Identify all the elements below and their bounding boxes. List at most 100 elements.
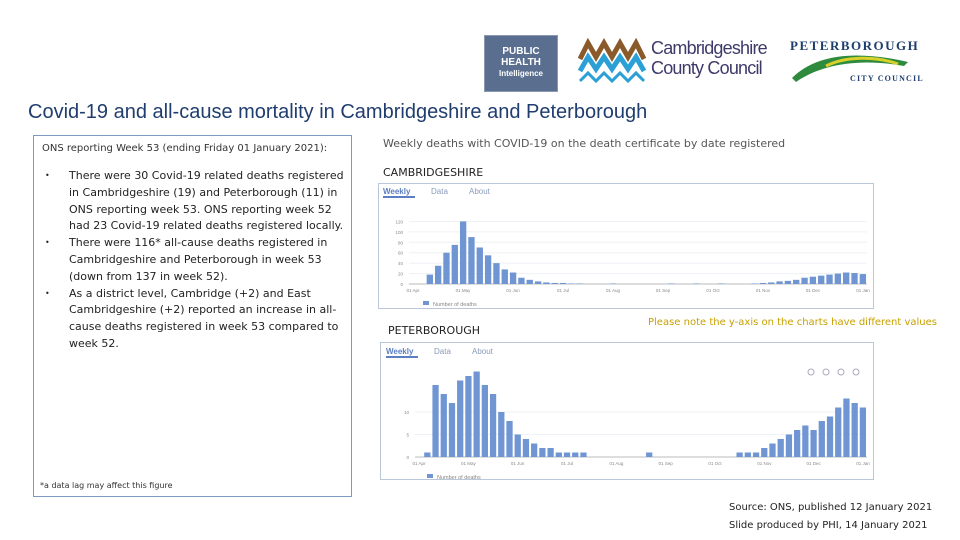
x-tick-label: 01 Jul (561, 461, 573, 466)
bar (818, 421, 825, 457)
x-tick-label: 01 Oct (708, 461, 722, 466)
charts-title: Weekly deaths with COVID-19 on the death… (383, 137, 786, 150)
y-tick-label: 100 (395, 230, 403, 235)
chart-tab-data[interactable]: Data (434, 347, 451, 356)
bar (563, 452, 571, 457)
bar (518, 277, 525, 284)
bar (802, 425, 809, 457)
bar (859, 407, 867, 457)
x-tick-label: 01 Jul (557, 288, 569, 293)
toolbar-pan-icon[interactable] (837, 368, 845, 376)
x-tick-label: 01 Jan (856, 461, 870, 466)
y-tick-label: 60 (398, 251, 404, 256)
legend-swatch (427, 474, 433, 478)
bar (809, 276, 817, 284)
bar (484, 255, 492, 284)
chart-tab-weekly[interactable]: Weekly (383, 187, 411, 196)
y-tick-label: 0 (406, 455, 409, 460)
x-tick-label: 01 Sep (659, 461, 674, 466)
bar (555, 452, 562, 457)
phi-logo-line3: Intelligence (498, 69, 543, 78)
pcc-logo-subtitle: CITY COUNCIL (850, 74, 924, 83)
chart-tab-about[interactable]: About (469, 187, 491, 196)
bar (843, 272, 850, 284)
phi-logo: PUBLIC HEALTH Intelligence (484, 35, 558, 92)
peterborough-label: PETERBOROUGH (388, 324, 481, 337)
bullet-district-level: As a district level, Cambridge (+2) and … (42, 286, 347, 353)
bar (568, 283, 575, 284)
pcc-logo-mark-icon (792, 55, 908, 82)
x-tick-label: 01 Aug (609, 461, 624, 466)
y-tick-label: 0 (400, 282, 403, 287)
y-tick-label: 120 (395, 219, 403, 224)
bar (843, 398, 850, 457)
bar (668, 283, 675, 284)
bullet-all-cause-deaths: There were 116* all-cause deaths registe… (42, 235, 347, 285)
bar (514, 434, 521, 457)
bar (752, 452, 760, 457)
phi-logo-line2: HEALTH (501, 57, 541, 68)
bar (576, 283, 583, 284)
bar (693, 283, 700, 284)
bar (547, 448, 554, 457)
bar (826, 416, 834, 457)
y-tick-label: 5 (406, 433, 409, 438)
x-tick-label: 01 Oct (706, 288, 720, 293)
bar (810, 430, 817, 457)
x-tick-label: 01 Nov (757, 461, 772, 466)
toolbar-zoom-icon[interactable] (822, 368, 830, 376)
chart-tab-about[interactable]: About (472, 347, 494, 356)
bar (751, 283, 758, 284)
x-tick-label: 01 Dec (807, 461, 822, 466)
bar (451, 244, 458, 284)
bar (793, 279, 800, 284)
cambridgeshire-label: CAMBRIDGESHIRE (383, 166, 484, 179)
toolbar-download-icon[interactable] (807, 368, 815, 376)
source-text: Source: ONS, published 12 January 2021 (729, 502, 933, 513)
x-tick-label: 01 Apr (412, 461, 426, 466)
legend-swatch (423, 301, 429, 305)
bar (506, 421, 513, 457)
bar (759, 282, 767, 284)
bar (784, 280, 792, 284)
bar (539, 448, 546, 457)
chart-tab-weekly[interactable]: Weekly (386, 347, 414, 356)
y-tick-label: 20 (398, 272, 404, 277)
summary-box (33, 135, 352, 497)
y-tick-label: 80 (398, 240, 404, 245)
bar (481, 385, 488, 457)
bar (501, 269, 508, 284)
bar (776, 281, 783, 284)
bar (580, 452, 587, 457)
summary-bullets: There were 30 Covid-19 related deaths re… (42, 168, 347, 353)
ccc-logo-mark-icon (578, 37, 647, 84)
bar (609, 283, 617, 284)
y-tick-label: 40 (398, 261, 404, 266)
bar (835, 407, 842, 457)
ccc-logo-line2: County Council (651, 58, 763, 78)
pcc-logo-title: PETERBOROUGH (790, 38, 920, 53)
bar (768, 282, 775, 284)
bar (718, 283, 725, 284)
y-tick-label: 10 (404, 410, 410, 415)
bar (801, 277, 808, 284)
bar (493, 263, 500, 284)
x-tick-label: 01 May (456, 288, 472, 293)
x-tick-label: 01 Jun (506, 288, 520, 293)
toolbar-home-icon[interactable] (852, 368, 860, 376)
x-tick-label: 01 May (461, 461, 477, 466)
chart-tab-data[interactable]: Data (431, 187, 448, 196)
bar (457, 380, 464, 457)
bar (851, 403, 858, 457)
bar (646, 452, 653, 457)
x-tick-label: 01 Apr (406, 288, 420, 293)
bar (440, 394, 447, 457)
bar (794, 430, 801, 457)
x-tick-label: 01 Jan (856, 288, 870, 293)
cambridgeshire-chart-svg: Weekly Data About 0 20 40 60 80 100 120 01 Apr 01 M… (383, 187, 870, 308)
bar (459, 221, 467, 284)
bar (736, 452, 743, 457)
bar (826, 274, 833, 284)
cambridgeshire-chart: Weekly Data About 0 20 40 60 80 100 120 01 Apr 01 M… (378, 183, 874, 309)
bar (744, 452, 751, 457)
